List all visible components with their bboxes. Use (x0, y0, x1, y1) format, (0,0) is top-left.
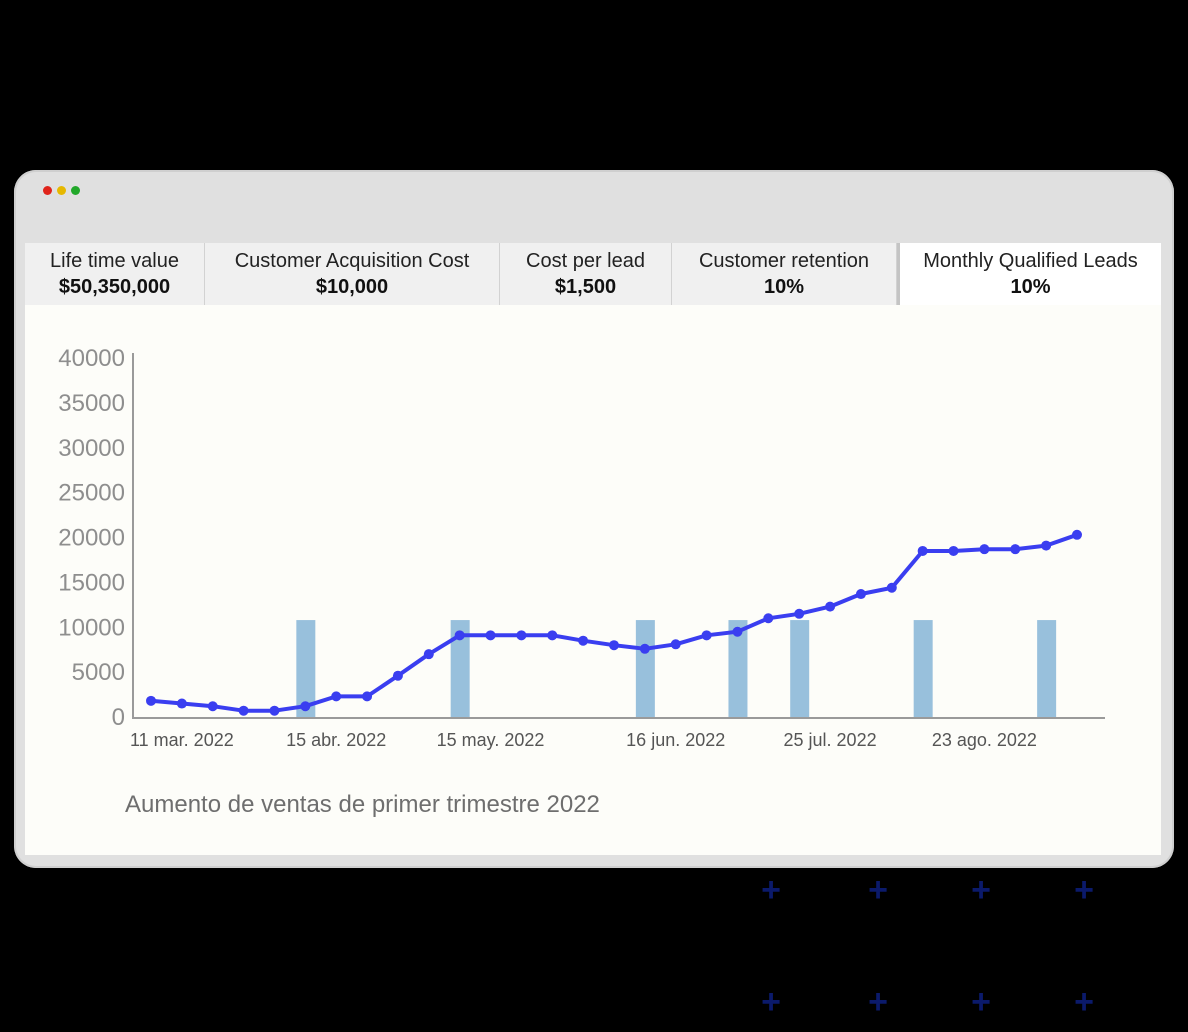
y-tick-label: 20000 (58, 525, 125, 552)
data-point (763, 613, 774, 624)
data-point (609, 640, 619, 651)
data-point (331, 691, 342, 702)
y-tick-label: 0 (112, 704, 125, 731)
data-point (146, 695, 156, 706)
x-tick-label: 11 mar. 2022 (130, 730, 234, 750)
data-point (485, 630, 496, 641)
tab-value: $50,350,000 (58, 275, 171, 298)
x-axis-ticks: 11 mar. 2022 15 abr. 2022 15 may. 2022 16 j… (130, 730, 1037, 750)
data-point (207, 701, 218, 712)
close-dot[interactable] (43, 186, 52, 195)
data-point (176, 698, 187, 709)
bar (635, 620, 655, 717)
plus-decoration-icon: + (761, 983, 781, 1021)
data-point (732, 626, 743, 637)
plus-decoration-icon: + (1074, 871, 1094, 909)
x-tick-label: 23 ago. 2022 (932, 730, 1037, 750)
tab-label: Customer retention (698, 249, 870, 272)
data-point (979, 544, 990, 555)
bar (1037, 620, 1057, 717)
tab-label: Monthly Qualified Leads (923, 249, 1138, 272)
y-tick-label: 10000 (58, 614, 125, 641)
y-tick-label: 35000 (58, 390, 125, 417)
bar (790, 620, 810, 717)
tab-label: Customer Acquisition Cost (234, 249, 470, 272)
x-tick-label: 15 may. 2022 (437, 730, 545, 750)
data-point (392, 670, 403, 681)
data-point (794, 608, 805, 619)
bar-series (296, 620, 1057, 717)
tab-label: Life time value (50, 249, 179, 272)
sales-chart: 0 5000 10000 15000 20000 25000 30000 35000 40000… (58, 345, 1105, 750)
data-point (701, 630, 712, 641)
data-point (639, 643, 650, 654)
data-point (886, 582, 897, 593)
data-point (1041, 540, 1052, 551)
y-tick-label: 40000 (58, 345, 125, 372)
data-point (855, 589, 866, 600)
plus-decoration-icon: + (761, 871, 781, 909)
bar (450, 620, 470, 717)
data-point (578, 635, 589, 646)
x-tick-label: 25 jul. 2022 (784, 730, 877, 750)
data-point (454, 630, 465, 641)
y-tick-label: 15000 (58, 569, 125, 596)
data-point (547, 630, 558, 641)
tab-customer-retention[interactable]: Customer retention 10% (672, 243, 897, 305)
tab-label: Cost per lead (526, 249, 645, 272)
y-tick-label: 25000 (58, 480, 125, 507)
tab-life-time-value[interactable]: Life time value $50,350,000 (25, 243, 205, 305)
y-axis-ticks: 0 5000 10000 15000 20000 25000 30000 35000 40000 (58, 345, 125, 731)
y-tick-label: 30000 (58, 435, 125, 462)
x-tick-label: 15 abr. 2022 (286, 730, 386, 750)
tab-cost-per-lead[interactable]: Cost per lead $1,500 (500, 243, 672, 305)
data-point (423, 649, 434, 660)
chart-caption: Aumento de ventas de primer trimestre 20… (125, 791, 600, 818)
data-point (1010, 544, 1021, 555)
browser-window: Life time value $50,350,000 Customer Acq… (14, 170, 1174, 868)
bar (728, 620, 748, 717)
axes (132, 353, 1105, 719)
y-tick-label: 5000 (72, 659, 125, 686)
line-series (150, 532, 1078, 713)
plus-decoration-icon: + (971, 871, 991, 909)
data-point (670, 639, 681, 650)
bar (296, 620, 316, 717)
data-point (917, 545, 928, 556)
tab-value: 10% (1010, 275, 1051, 298)
data-point (516, 630, 527, 641)
tab-monthly-qualified-leads[interactable]: Monthly Qualified Leads 10% (897, 243, 1161, 305)
data-point (238, 705, 249, 716)
maximize-dot[interactable] (71, 186, 80, 195)
plus-decoration-icon: + (971, 983, 991, 1021)
data-point (362, 691, 373, 702)
data-point (825, 601, 836, 612)
data-point (300, 701, 311, 712)
data-point (948, 545, 959, 556)
tab-customer-acquisition-cost[interactable]: Customer Acquisition Cost $10,000 (205, 243, 500, 305)
plus-decoration-icon: + (1074, 983, 1094, 1021)
tab-value: $1,500 (554, 275, 617, 298)
dashboard-content: Life time value $50,350,000 Customer Acq… (25, 243, 1161, 855)
tab-value: $10,000 (315, 275, 389, 298)
window-controls (43, 186, 80, 195)
tab-value: 10% (763, 275, 805, 298)
x-tick-label: 16 jun. 2022 (626, 730, 725, 750)
metric-tabs: Life time value $50,350,000 Customer Acq… (25, 243, 1161, 305)
data-point (1072, 529, 1082, 540)
bar (913, 620, 933, 717)
plus-decoration-icon: + (868, 871, 888, 909)
plus-decoration-icon: + (868, 983, 888, 1021)
line-points (146, 529, 1082, 716)
data-point (269, 705, 280, 716)
minimize-dot[interactable] (57, 186, 66, 195)
